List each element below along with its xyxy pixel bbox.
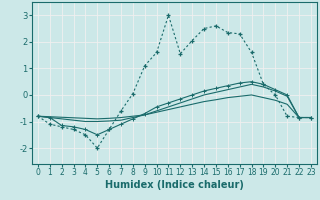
X-axis label: Humidex (Indice chaleur): Humidex (Indice chaleur) (105, 180, 244, 190)
